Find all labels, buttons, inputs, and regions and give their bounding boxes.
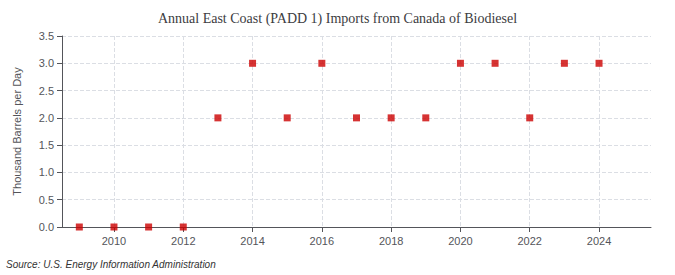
svg-text:2.5: 2.5 xyxy=(39,85,54,97)
svg-text:1.0: 1.0 xyxy=(39,166,54,178)
svg-text:Source: U.S. Energy Informatio: Source: U.S. Energy Information Administ… xyxy=(6,259,216,270)
svg-text:2018: 2018 xyxy=(379,235,403,247)
svg-text:2020: 2020 xyxy=(448,235,472,247)
svg-text:0.0: 0.0 xyxy=(39,221,54,233)
svg-text:2012: 2012 xyxy=(171,235,195,247)
svg-text:2010: 2010 xyxy=(102,235,126,247)
svg-text:Thousand Barrels per Day: Thousand Barrels per Day xyxy=(11,67,23,196)
svg-text:2014: 2014 xyxy=(240,235,264,247)
svg-text:1.5: 1.5 xyxy=(39,139,54,151)
svg-text:2022: 2022 xyxy=(517,235,541,247)
svg-text:Annual East Coast (PADD 1) Imp: Annual East Coast (PADD 1) Imports from … xyxy=(158,11,517,27)
svg-text:2.0: 2.0 xyxy=(39,112,54,124)
svg-text:3.5: 3.5 xyxy=(39,30,54,42)
svg-text:3.0: 3.0 xyxy=(39,57,54,69)
svg-text:2024: 2024 xyxy=(587,235,611,247)
svg-text:0.5: 0.5 xyxy=(39,194,54,206)
svg-text:2016: 2016 xyxy=(310,235,334,247)
